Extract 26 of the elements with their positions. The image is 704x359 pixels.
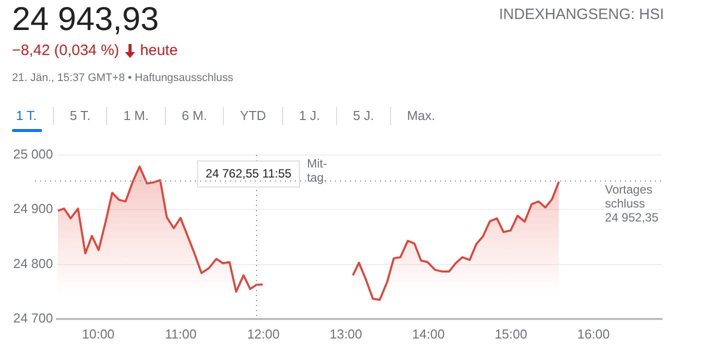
annotation: 24 762,55 11:55: [206, 166, 292, 180]
x-tick-label: 12:00: [247, 326, 280, 342]
annotation: Mit- tag.: [307, 156, 328, 184]
text: 1 T.: [15, 107, 38, 125]
x-tick-label: 16:00: [577, 326, 610, 342]
text: 21. Jän., 15:37 GMT+8 • Haftungsausschluss: [12, 72, 234, 84]
x-tick-label: 11:00: [165, 326, 197, 342]
text: 1 J.: [282, 107, 336, 125]
x-tick-label: 10:00: [82, 326, 115, 342]
text: INDEXHANGSENG: HSI: [498, 6, 664, 23]
text: 1 M.: [106, 107, 165, 125]
text: −8,42 (0,034 %) heute: [12, 42, 178, 59]
text: YTD: [223, 107, 282, 125]
text: 5 J.: [336, 107, 390, 125]
text: Max.: [390, 107, 452, 125]
x-tick-label: 14:00: [412, 326, 445, 342]
chart-title: 24 943,93: [12, 0, 159, 38]
y-tick-label: 24 900: [13, 201, 53, 216]
x-tick-label: 13:00: [330, 326, 362, 342]
ref-line-label: Vortages schluss 24 952,35: [605, 182, 659, 224]
y-tick-label: 24 800: [13, 256, 53, 271]
text: 6 M.: [164, 107, 224, 125]
text: 5 T.: [52, 107, 106, 125]
y-tick-label: 25 000: [13, 146, 53, 162]
y-tick-label: 24 700: [13, 310, 53, 326]
x-tick-label: 15:00: [494, 326, 528, 342]
